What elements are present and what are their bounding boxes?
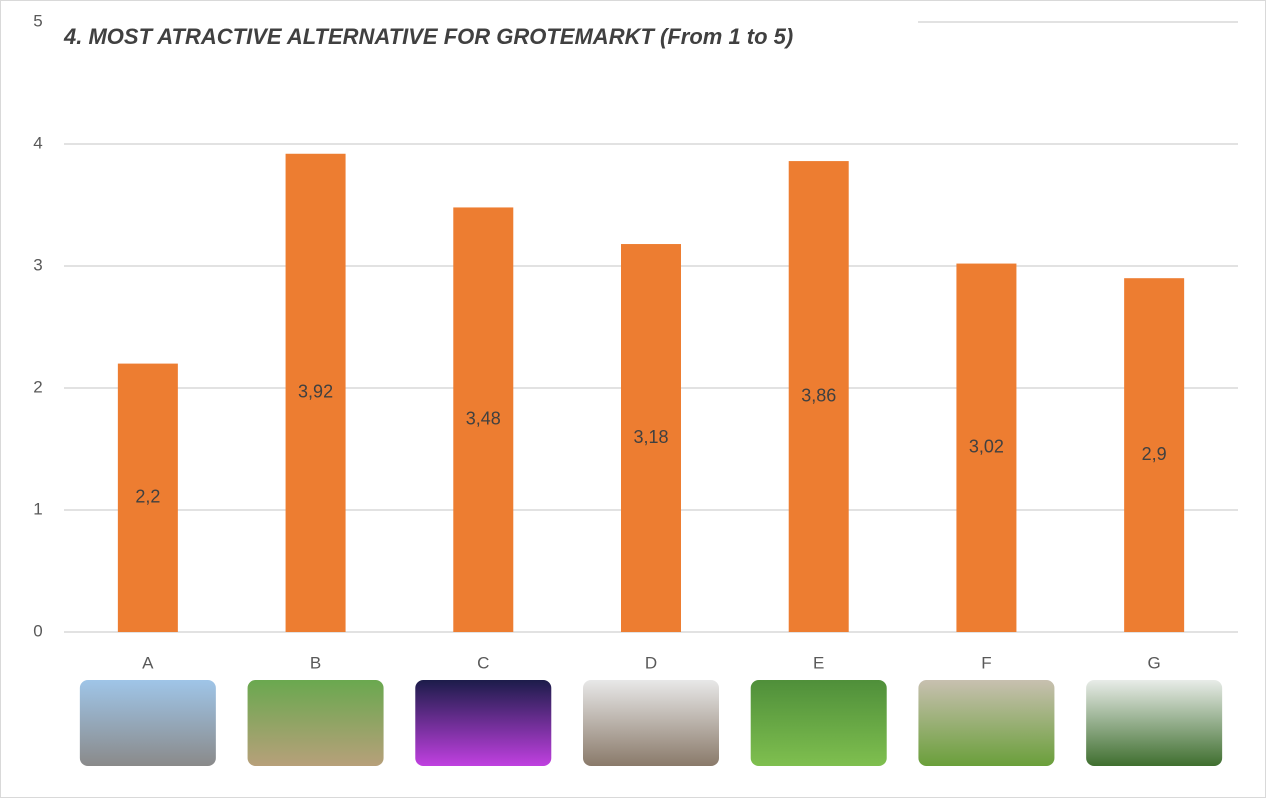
- x-tick-label: G: [1148, 653, 1161, 672]
- y-tick-label: 2: [33, 377, 42, 396]
- alternative-image: [79, 680, 216, 766]
- y-tick-label: 4: [33, 133, 42, 152]
- x-tick-label: E: [813, 653, 824, 672]
- bar: [285, 153, 346, 632]
- bar: [956, 263, 1017, 632]
- x-tick-label: F: [981, 653, 991, 672]
- data-label: 3,92: [298, 382, 333, 402]
- x-tick-label: A: [142, 653, 154, 672]
- alternative-image: [1086, 680, 1223, 766]
- bar: [117, 363, 178, 632]
- x-tick-label: D: [645, 653, 657, 672]
- alternative-image: [750, 680, 887, 766]
- bar: [453, 207, 514, 632]
- data-label: 3,48: [466, 408, 501, 428]
- x-tick-label: B: [310, 653, 321, 672]
- alternative-image: [247, 680, 384, 766]
- data-label: 3,02: [969, 437, 1004, 457]
- bar: [1124, 278, 1185, 632]
- bar: [788, 161, 849, 632]
- alternative-image: [415, 680, 552, 766]
- data-label: 3,86: [801, 385, 836, 405]
- x-tick-label: C: [477, 653, 489, 672]
- y-tick-label: 5: [33, 11, 42, 30]
- data-label: 2,2: [135, 487, 160, 507]
- bar: [621, 244, 681, 633]
- data-label: 3,18: [633, 427, 668, 447]
- title-background: [62, 14, 918, 60]
- y-tick-label: 0: [33, 621, 42, 640]
- chart-title: 4. MOST ATRACTIVE ALTERNATIVE FOR GROTEM…: [63, 24, 793, 49]
- alternative-image: [918, 680, 1055, 766]
- y-tick-label: 1: [33, 499, 42, 518]
- marks: A 2,2 B 3,92 C 3,48 D 3,18 E 3,86 F 3,02 G 2,9: [79, 153, 1223, 766]
- data-label: 2,9: [1142, 444, 1167, 464]
- alternative-image: [583, 680, 719, 766]
- y-tick-label: 3: [33, 255, 42, 274]
